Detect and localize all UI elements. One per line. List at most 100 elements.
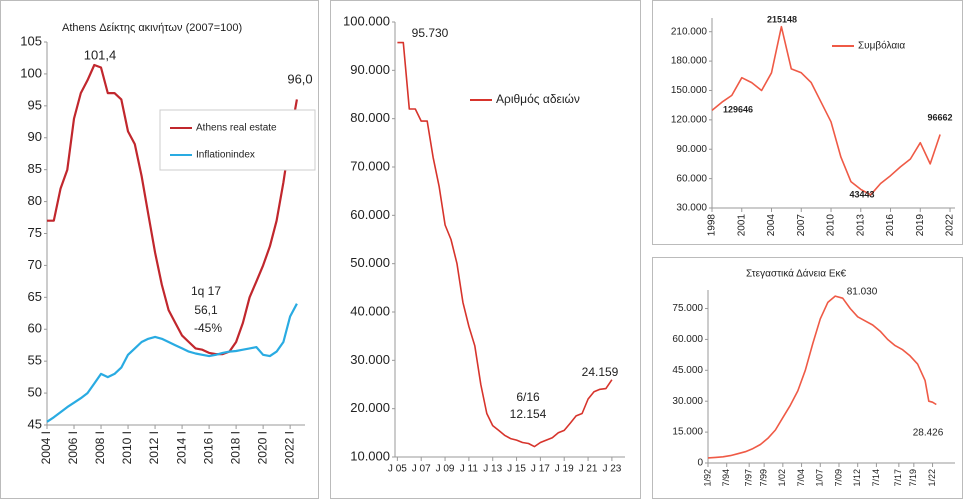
y-tick-label: 65 (28, 289, 42, 304)
panel (652, 257, 963, 499)
annotation: 101,4 (84, 47, 117, 62)
data-label: 43443 (849, 189, 874, 199)
panel (0, 0, 319, 499)
x-tick-label: 2016 I (201, 431, 215, 464)
annotation: 12.154 (510, 407, 547, 421)
legend-label: Αριθμός αδειών (496, 92, 580, 106)
x-tick-label: 2006 I (66, 431, 80, 464)
x-tick-label: 7/09 (833, 469, 843, 487)
y-tick-label: 40.000 (350, 303, 390, 318)
x-tick-label: J 21 (579, 464, 598, 475)
y-tick-label: 60.000 (672, 334, 703, 345)
x-tick-label: 2010 I (120, 431, 134, 464)
x-tick-label: 7/14 (871, 469, 881, 487)
x-tick-label: 2019 (915, 214, 926, 237)
annotation: 56,1 (194, 303, 218, 317)
x-tick-label: J 17 (531, 464, 550, 475)
y-tick-label: 180.000 (671, 56, 708, 67)
x-tick-label: 7/99 (759, 469, 769, 487)
series-line (47, 63, 298, 356)
x-tick-label: J 07 (412, 464, 431, 475)
y-tick-label: 210.000 (671, 26, 708, 37)
x-tick-label: 1/07 (815, 469, 825, 487)
y-tick-label: 30.000 (672, 396, 703, 407)
y-tick-label: 150.000 (671, 85, 708, 96)
legend-box (159, 109, 316, 171)
annotation: -45% (194, 321, 222, 335)
y-tick-label: 60 (28, 321, 42, 336)
y-tick-label: 50.000 (350, 255, 390, 270)
annotation: 81.030 (847, 287, 878, 298)
y-tick-label: 95 (28, 97, 42, 112)
series-line (46, 303, 298, 423)
legend-label: Συμβόλαια (858, 40, 905, 52)
x-tick-label: 7/19 (908, 469, 918, 487)
y-tick-label: 90.000 (350, 62, 390, 77)
series-line (711, 25, 941, 196)
x-tick-label: 1998 (707, 214, 718, 237)
y-tick-label: 10.000 (350, 448, 390, 463)
data-label: 215148 (767, 14, 797, 24)
x-tick-label: 2014 I (174, 431, 188, 464)
x-tick-label: 1/12 (852, 469, 862, 487)
x-tick-label: J 09 (436, 464, 455, 475)
annotation: 95.730 (412, 26, 449, 40)
y-tick-label: 70 (28, 257, 42, 272)
x-tick-label: 2001 (736, 214, 747, 237)
x-tick-label: 7/94 (721, 469, 731, 487)
x-tick-label: 2008 I (93, 431, 107, 464)
y-tick-label: 0 (697, 458, 703, 469)
y-tick-label: 15.000 (672, 427, 703, 438)
y-tick-label: 90.000 (676, 144, 707, 155)
annotation: 1q 17 (191, 284, 221, 298)
y-tick-label: 120.000 (671, 114, 708, 125)
x-tick-label: 2022 I (282, 431, 296, 464)
annotation: 24.159 (582, 365, 619, 379)
chart-title: Στεγαστικά Δάνεια Εκ€ (746, 268, 846, 280)
y-tick-label: 85 (28, 161, 42, 176)
y-tick-label: 80.000 (350, 110, 390, 125)
y-tick-label: 75.000 (672, 303, 703, 314)
x-tick-label: 2020 I (255, 431, 269, 464)
y-tick-label: 75 (28, 225, 42, 240)
x-tick-label: 7/97 (744, 469, 754, 487)
x-tick-label: 7/04 (796, 469, 806, 487)
y-tick-label: 45 (28, 416, 42, 431)
y-tick-label: 105 (20, 33, 42, 48)
y-tick-label: 60.000 (350, 207, 390, 222)
x-tick-label: 2013 (855, 214, 866, 237)
x-tick-label: 2012 I (147, 431, 161, 464)
y-tick-label: 20.000 (350, 400, 390, 415)
x-tick-label: J 19 (555, 464, 574, 475)
x-tick-label: 1/02 (777, 469, 787, 487)
x-tick-label: 2004 (766, 214, 777, 237)
chart-title: Athens Δείκτης ακινήτων (2007=100) (62, 22, 242, 34)
x-tick-label: 2016 (885, 214, 896, 237)
panel (652, 0, 963, 245)
annotation: 96,0 (287, 71, 312, 86)
x-tick-label: 7/17 (893, 469, 903, 487)
y-tick-label: 30.000 (350, 352, 390, 367)
x-tick-label: 1/22 (927, 469, 937, 487)
x-tick-label: 2007 (796, 214, 807, 237)
y-tick-label: 80 (28, 193, 42, 208)
panel (330, 0, 641, 499)
x-tick-label: 1/92 (702, 469, 712, 487)
annotation: 28.426 (913, 428, 944, 439)
data-label: 129646 (723, 104, 753, 114)
annotation: 6/16 (516, 390, 540, 404)
x-tick-label: 2022 (945, 214, 956, 237)
y-tick-label: 90 (28, 129, 42, 144)
legend-label: Inflationindex (196, 150, 255, 161)
y-tick-label: 100.000 (343, 13, 390, 28)
x-tick-label: 2004 I (39, 431, 53, 464)
y-tick-label: 60.000 (676, 173, 707, 184)
x-tick-label: J 11 (460, 464, 479, 475)
x-tick-label: J 23 (602, 464, 621, 475)
y-tick-label: 30.000 (676, 203, 707, 214)
x-tick-label: J 13 (483, 464, 502, 475)
x-tick-label: 2010 (826, 214, 837, 237)
series-line (707, 295, 937, 459)
